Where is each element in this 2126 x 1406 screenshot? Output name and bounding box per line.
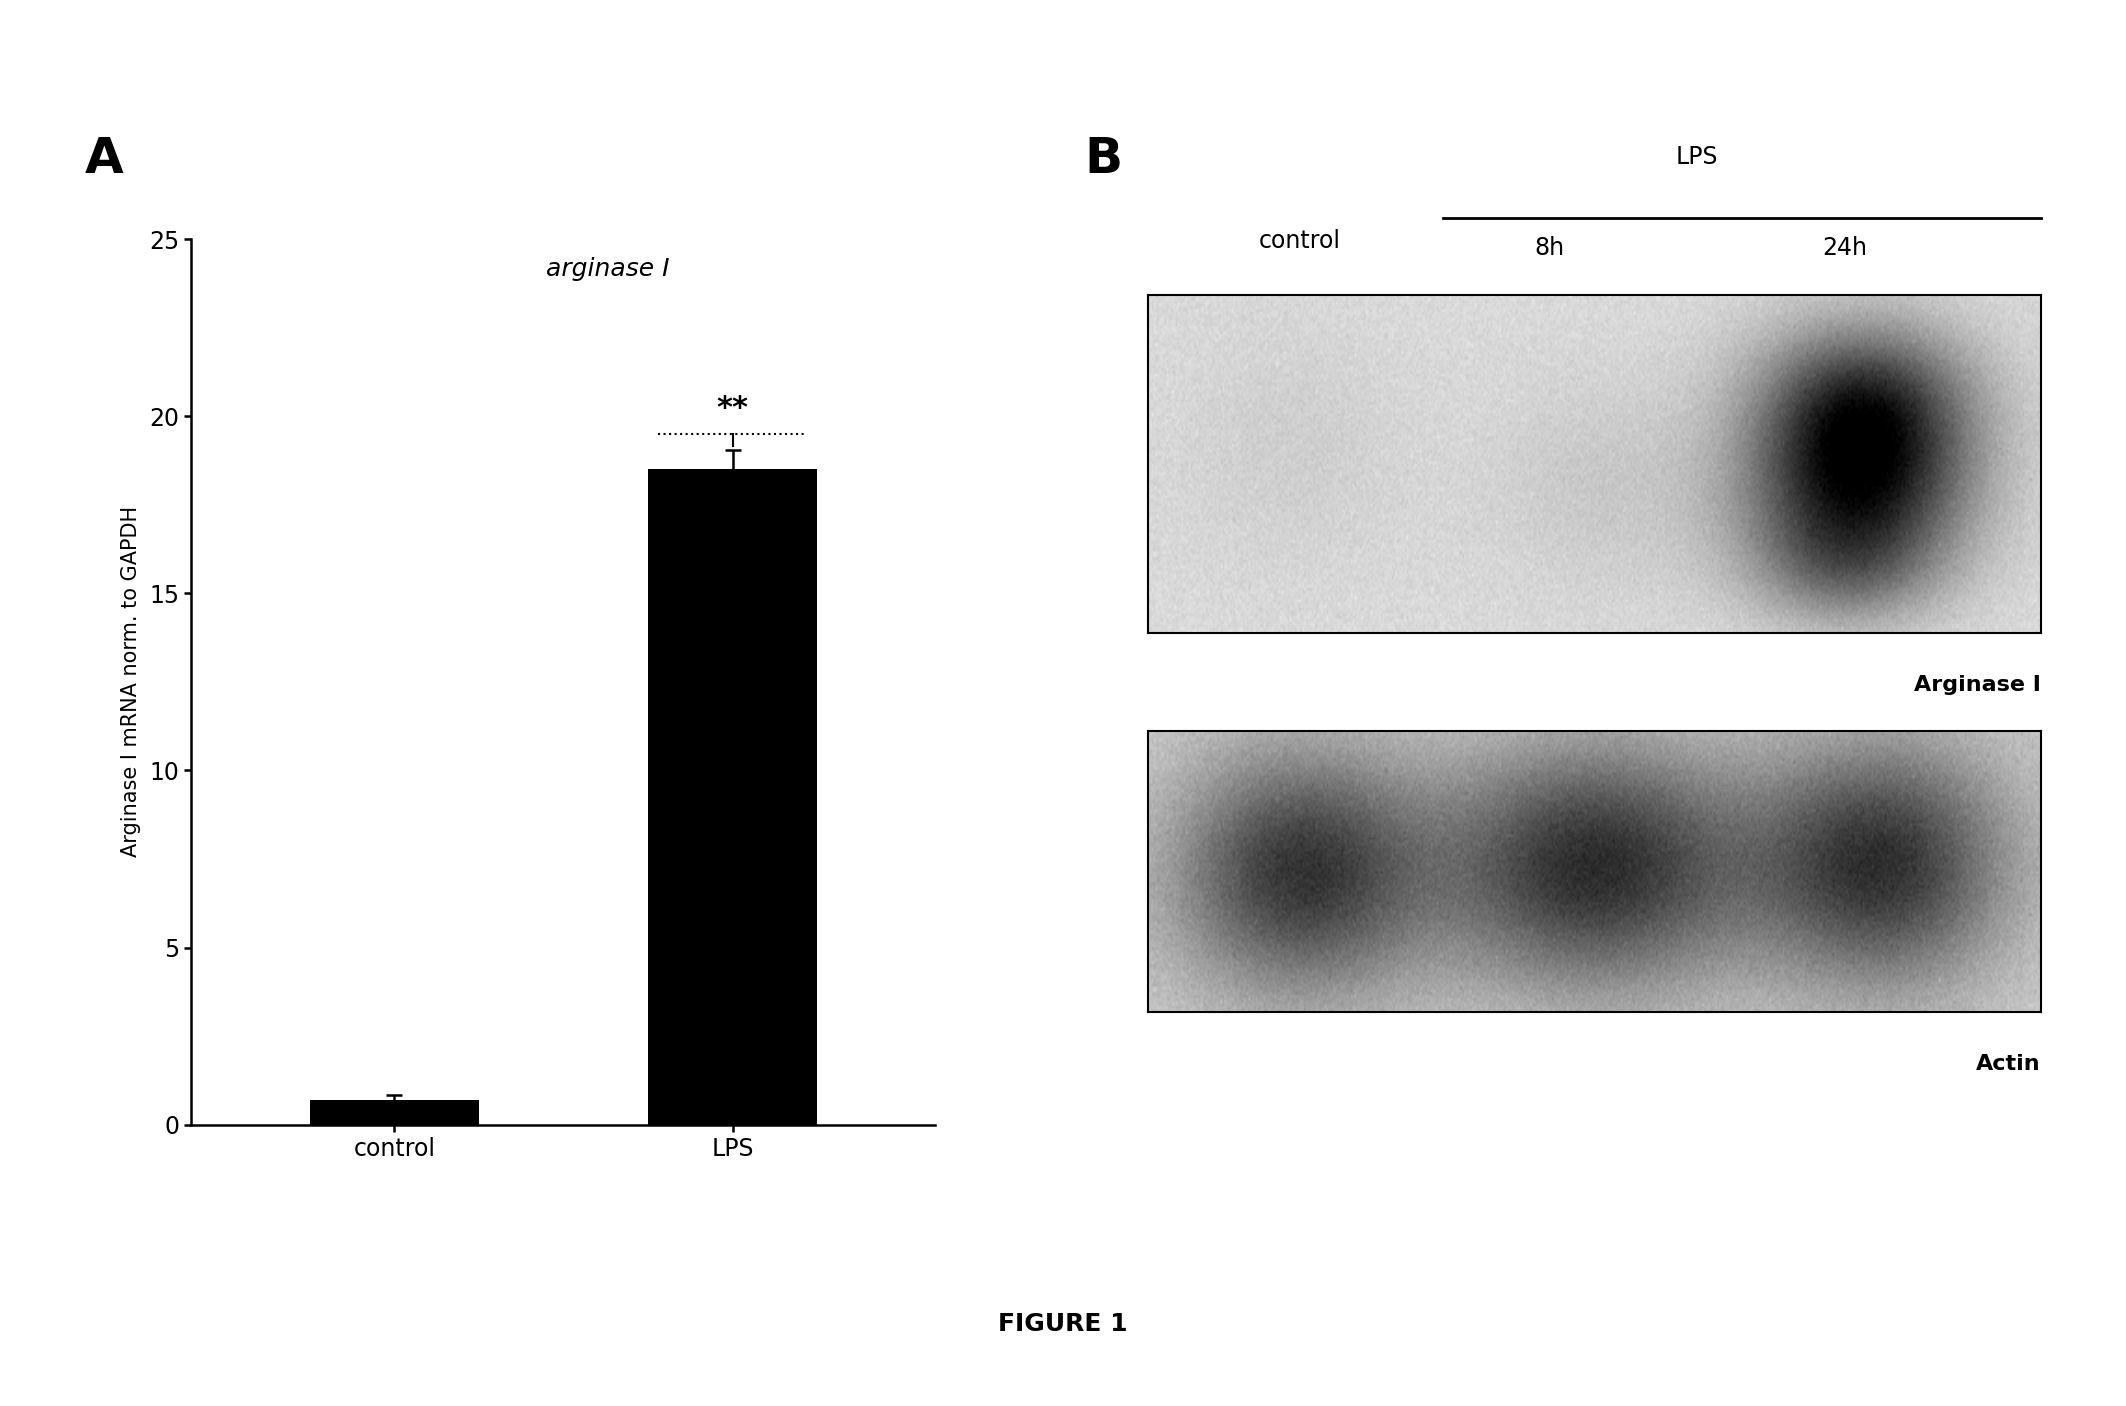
Text: A: A bbox=[85, 135, 123, 183]
Text: **: ** bbox=[716, 394, 748, 423]
Bar bbox=[310, 1099, 478, 1125]
Bar bbox=[648, 470, 816, 1125]
Text: B: B bbox=[1084, 135, 1123, 183]
Text: control: control bbox=[1259, 229, 1342, 253]
Text: LPS: LPS bbox=[1675, 145, 1718, 169]
Text: arginase I: arginase I bbox=[546, 257, 670, 281]
Text: FIGURE 1: FIGURE 1 bbox=[999, 1312, 1127, 1336]
Y-axis label: Arginase I mRNA norm. to GAPDH: Arginase I mRNA norm. to GAPDH bbox=[121, 506, 140, 858]
Text: 24h: 24h bbox=[1822, 236, 1867, 260]
Text: Actin: Actin bbox=[1977, 1054, 2041, 1074]
Text: Arginase I: Arginase I bbox=[1913, 675, 2041, 695]
Text: 8h: 8h bbox=[1535, 236, 1565, 260]
